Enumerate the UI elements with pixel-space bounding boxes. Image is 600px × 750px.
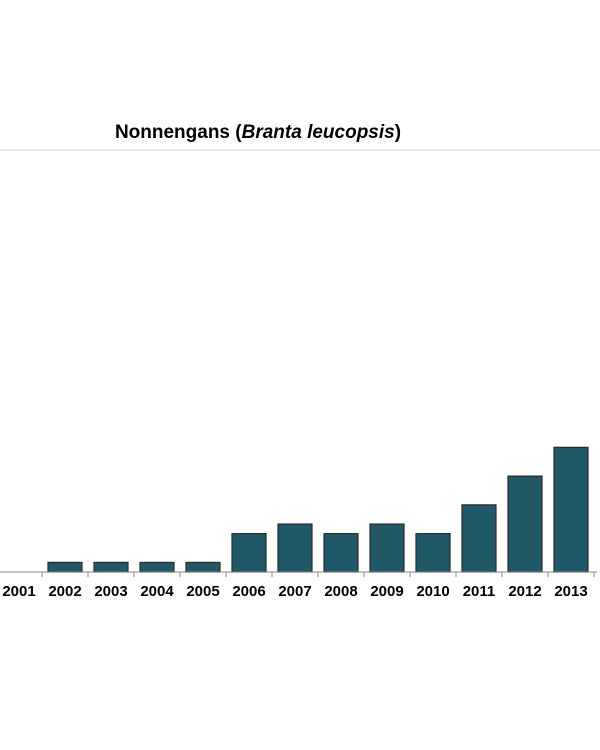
x-tick-label: 2011 (463, 583, 496, 600)
x-tick-label: 2003 (94, 583, 127, 600)
bar (553, 446, 589, 573)
title-part: Nonnengans ( (115, 122, 242, 143)
bar (369, 523, 405, 573)
x-tick-label: 2012 (508, 583, 541, 600)
bar (185, 561, 221, 573)
bar (507, 475, 543, 573)
x-tick-label: 2004 (140, 583, 174, 600)
x-tick-label: 2013 (554, 583, 587, 600)
bar (47, 561, 83, 573)
x-tick-label: 2008 (324, 583, 357, 600)
title-part: Branta leucopsis (242, 122, 395, 143)
x-tick-label: 2002 (48, 583, 81, 600)
bar (277, 523, 313, 573)
chart-title: Nonnengans (Branta leucopsis) (115, 122, 401, 143)
bar (323, 533, 359, 573)
x-tick-label: 2007 (278, 583, 311, 600)
bar (231, 533, 267, 573)
x-tick-label: 2009 (370, 583, 403, 600)
bar (415, 533, 451, 573)
title-part: ) (395, 122, 401, 143)
x-tick-label: 2006 (232, 583, 265, 600)
x-tick-label: 2001 (2, 583, 35, 600)
bar (139, 561, 175, 573)
bar (93, 561, 129, 573)
x-tick-label: 2005 (186, 583, 219, 600)
bar (461, 504, 497, 573)
x-tick-label: 2010 (416, 583, 449, 600)
